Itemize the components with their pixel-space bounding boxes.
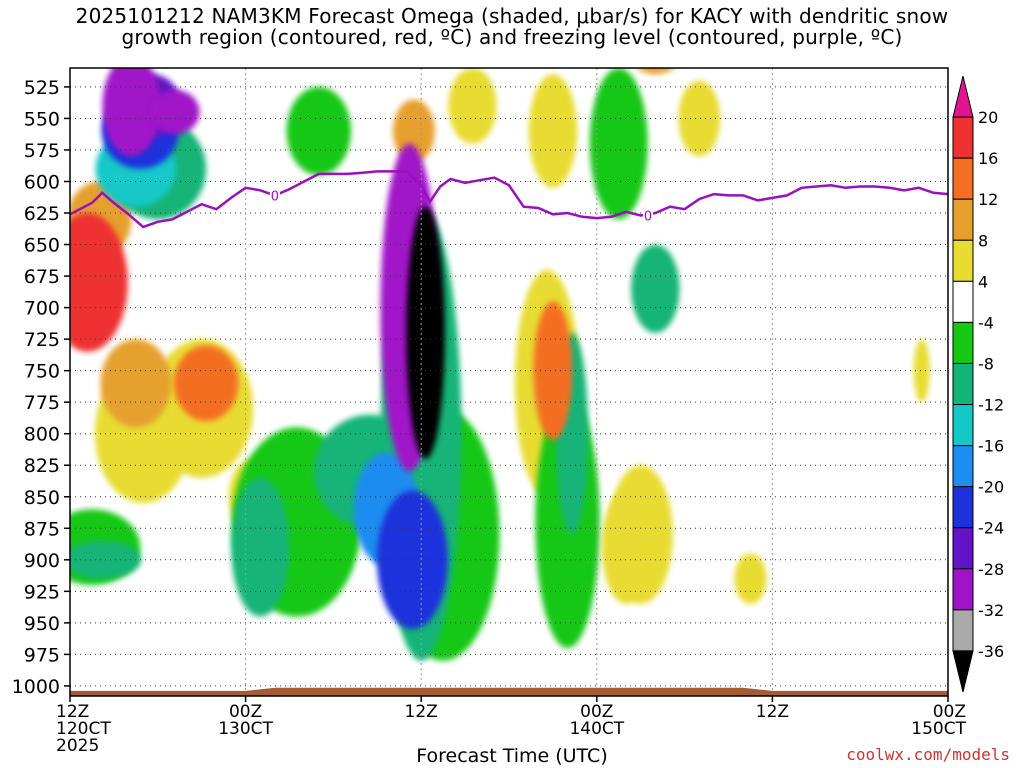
freezing-level-line (69, 170, 949, 229)
omega-feature-24 (100, 339, 172, 428)
x-tick-label-2-1: 12Z (405, 702, 438, 722)
omega-shading (70, 68, 930, 661)
y-tick-label-550: 550 (24, 108, 60, 130)
credit-text: coolwx.com/models (846, 745, 1010, 764)
colorbar-label-8: -16 (978, 437, 1004, 456)
colorbar-bin-12 (952, 568, 974, 611)
y-tick-label-575: 575 (24, 140, 60, 162)
x-tick-label-5-2: 150CT (911, 719, 966, 739)
omega-feature-29 (631, 244, 680, 333)
colorbar-label-0: 20 (978, 108, 998, 127)
omega-feature-30 (70, 213, 128, 352)
omega-feature-21 (231, 477, 290, 617)
y-tick-label-1000: 1000 (12, 676, 60, 698)
colorbar-label-11: -28 (978, 560, 1004, 579)
colorbar-label-3: 8 (978, 231, 988, 250)
omega-feature-15 (601, 490, 651, 604)
chart-title-line-2: growth region (contoured, red, ºC) and f… (121, 25, 903, 49)
omega-feature-36 (102, 68, 161, 157)
colorbar-label-1: 16 (978, 149, 998, 168)
colorbar-bin-6 (952, 321, 974, 364)
omega-feature-18 (392, 99, 435, 163)
terrain (70, 687, 948, 696)
omega-feature-26 (173, 345, 239, 422)
colorbar-label-10: -24 (978, 519, 1004, 538)
colorbar-bin-0 (952, 75, 974, 118)
y-tick-label-900: 900 (24, 550, 60, 572)
y-tick-label-925: 925 (24, 581, 60, 603)
colorbar-bin-1 (952, 116, 974, 159)
omega-feature-4 (913, 339, 930, 403)
colorbar-bin-10 (952, 486, 974, 529)
colorbar-label-5: -4 (978, 313, 994, 332)
colorbar-bin-8 (952, 404, 974, 447)
colorbar-label-9: -20 (978, 478, 1004, 497)
omega-feature-34 (377, 490, 448, 630)
x-axis-label: Forecast Time (UTC) (416, 745, 608, 767)
omega-feature-39 (406, 206, 445, 459)
omega-feature-12 (528, 74, 578, 188)
colorbar-label-2: 12 (978, 190, 998, 209)
y-tick-label-625: 625 (24, 203, 60, 225)
freezing-level-label-bg-1 (643, 208, 654, 223)
omega-feature-19 (637, 68, 674, 75)
y-tick-label-950: 950 (24, 613, 60, 635)
y-tick-label-725: 725 (24, 329, 60, 351)
omega-feature-13 (589, 68, 648, 220)
colorbar-bin-9 (952, 445, 974, 488)
colorbar-bin-4 (952, 239, 974, 282)
freezing-level-label-bg-0 (269, 188, 280, 203)
colorbar-bin-14 (952, 650, 974, 693)
omega-feature-37 (151, 90, 200, 135)
y-tick-label-750: 750 (24, 361, 60, 383)
omega-feature-3 (678, 80, 721, 157)
omega-feature-14 (734, 553, 767, 604)
colorbar-label-7: -12 (978, 396, 1004, 415)
omega-feature-8 (286, 86, 351, 176)
freezing-level-contour: 00 (69, 170, 949, 229)
x-tick-label-0-2: 120CT (56, 719, 111, 739)
y-tick-label-975: 975 (24, 644, 60, 666)
colorbar-bin-2 (952, 157, 974, 200)
freezing-level-label-1: 0 (644, 210, 652, 225)
colorbar-label-12: -32 (978, 601, 1004, 620)
colorbar-label-4: 4 (978, 272, 988, 291)
y-tick-label-825: 825 (24, 455, 60, 477)
colorbar-bin-5 (952, 280, 974, 323)
x-tick-label-0-1: 12Z (56, 702, 89, 722)
terrain-area (70, 687, 948, 696)
omega-feature-28 (533, 301, 573, 441)
y-tick-label-800: 800 (24, 424, 60, 446)
colorbar-label-6: -8 (978, 354, 994, 373)
y-tick-label-775: 775 (24, 392, 60, 414)
colorbar-label-13: -36 (978, 642, 1004, 661)
colorbar: 20 16 12 8 4 -4 -8 -12 -16 -20 -24 -28 -32 -36 (952, 75, 1004, 693)
y-tick-label-850: 850 (24, 487, 60, 509)
y-tick-label-525: 525 (24, 77, 60, 99)
colorbar-bin-11 (952, 527, 974, 570)
y-tick-label-600: 600 (24, 171, 60, 193)
omega-feature-1 (448, 68, 497, 144)
x-tick-label-3-1: 00Z (580, 702, 613, 722)
freezing-level-label-0: 0 (271, 189, 279, 204)
x-tick-label-3-2: 140CT (569, 719, 624, 739)
colorbar-bin-3 (952, 198, 974, 241)
chart-title-line-1: 2025101212 NAM3KM Forecast Omega (shaded… (75, 4, 949, 28)
x-tick-label-4-1: 12Z (756, 702, 789, 722)
y-tick-label-875: 875 (24, 518, 60, 540)
y-axis: 525 550 575 600 625 650 675 700 725 750 775 800 825 8… (12, 77, 70, 698)
colorbar-bin-13 (952, 609, 974, 652)
colorbar-bin-7 (952, 362, 974, 406)
x-tick-label-1-2: 130CT (218, 719, 273, 739)
x-tick-label-0-3: 2025 (56, 736, 99, 756)
plot-frame (69, 67, 949, 697)
y-tick-label-650: 650 (24, 235, 60, 257)
y-tick-label-700: 700 (24, 298, 60, 320)
x-tick-label-5-1: 00Z (933, 702, 966, 722)
y-tick-label-675: 675 (24, 266, 60, 288)
x-tick-label-1-1: 00Z (229, 702, 262, 722)
